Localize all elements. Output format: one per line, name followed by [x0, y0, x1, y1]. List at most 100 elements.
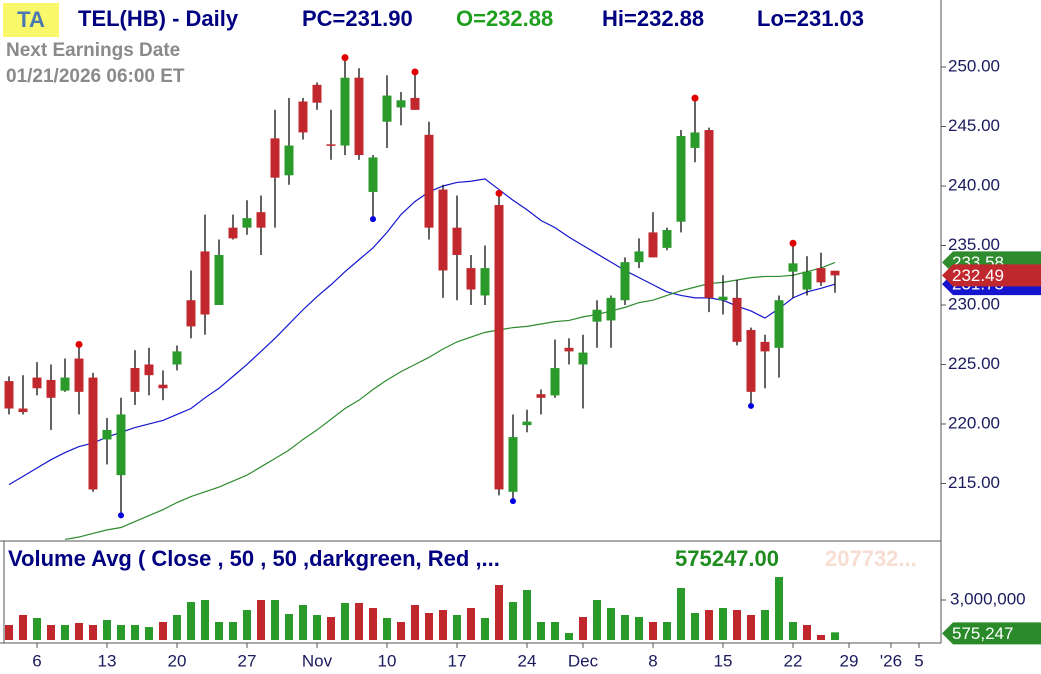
candle-body: [32, 377, 42, 389]
candle-body: [620, 262, 630, 301]
badge-text: TA: [17, 7, 45, 32]
volume-bar: [691, 613, 699, 640]
x-tick-label: 29: [840, 651, 859, 670]
candle-body: [284, 145, 294, 176]
volume-bar: [733, 610, 741, 640]
x-tick-label: 15: [714, 651, 733, 670]
x-tick-label: 6: [32, 651, 41, 670]
axes: 215.00 220.00 225.00 230.00 235.00 240.00 245.…: [0, 0, 1026, 670]
candle-body: [550, 368, 560, 396]
badge: [3, 3, 59, 37]
volume-bar: [495, 585, 503, 640]
volume-bar: [299, 605, 307, 640]
swing-low-dot: [510, 498, 516, 505]
candle-body: [298, 101, 308, 133]
candle-body: [368, 157, 378, 192]
annotation: Next Earnings Date: [6, 40, 180, 61]
y-tick-label: 240.00: [948, 175, 1000, 194]
volume-bar: [593, 600, 601, 640]
x-tick-label: 22: [784, 651, 803, 670]
candle-body: [326, 144, 336, 146]
volume-bar: [579, 617, 587, 640]
y-tick-label: 230.00: [948, 294, 1000, 313]
volume-bar: [173, 615, 181, 640]
volume-bar: [481, 618, 489, 640]
volume-readout: 207732...: [825, 546, 917, 571]
volume-bar: [789, 622, 797, 640]
volume-bar: [215, 622, 223, 640]
y-tick-label: 225.00: [948, 354, 1000, 373]
candle-body: [102, 429, 112, 440]
volume-bar: [761, 610, 769, 640]
x-tick-label: 13: [98, 651, 117, 670]
x-tick-label: 20: [168, 651, 187, 670]
volume-bar: [747, 615, 755, 640]
candle-body: [466, 268, 476, 290]
y-tick-label: 250.00: [948, 56, 1000, 75]
volume-bar: [145, 627, 153, 640]
swing-high-dot: [75, 340, 83, 348]
candle-body: [676, 136, 686, 222]
candle-body: [564, 347, 574, 352]
y-tick-label: 220.00: [948, 413, 1000, 432]
candle-body: [802, 271, 812, 290]
swing-low-dot: [748, 402, 754, 409]
candle-body: [690, 132, 700, 148]
x-tick-label: 27: [238, 651, 257, 670]
volume-bar: [775, 577, 783, 640]
volume-bar: [369, 608, 377, 640]
x-tick-label: 5: [914, 651, 923, 670]
x-tick-label: 8: [648, 651, 657, 670]
x-tick-label: 24: [518, 651, 537, 670]
volume-bar: [677, 588, 685, 640]
volume-bar: [565, 633, 573, 640]
candle-body: [746, 329, 756, 392]
candle-body: [578, 352, 588, 365]
candle-body: [704, 130, 714, 298]
volume-bar: [425, 613, 433, 640]
volume-pane: [5, 577, 839, 640]
volume-bar: [47, 625, 55, 640]
candle-body: [760, 341, 770, 352]
candle-body: [200, 251, 210, 315]
quote-item: O=232.88: [456, 6, 553, 31]
candle-body: [172, 351, 182, 365]
x-tick-label: 10: [378, 651, 397, 670]
candle-body: [788, 263, 798, 272]
volume-bar: [355, 603, 363, 640]
volume-bar: [117, 625, 125, 640]
candle-body: [144, 364, 154, 376]
candle-body: [508, 437, 518, 492]
volume-bar: [509, 602, 517, 640]
x-tick-label: Nov: [302, 651, 333, 670]
volume-bar: [523, 590, 531, 640]
candle-body: [396, 100, 406, 108]
candle-body: [214, 255, 224, 305]
candle-body: [228, 227, 238, 239]
swing-low-dot: [370, 216, 376, 223]
volume-bar: [187, 602, 195, 640]
candle-body: [18, 408, 28, 413]
volume-bar: [719, 608, 727, 640]
candle-body: [634, 251, 644, 263]
volume-bar: [537, 622, 545, 640]
volume-bar: [313, 615, 321, 640]
candle-body: [830, 270, 840, 276]
candle-body: [424, 134, 434, 228]
candle-body: [256, 212, 266, 228]
candle-body: [718, 296, 728, 301]
price-tag-label: 575,247: [952, 624, 1013, 643]
volume-bar: [131, 625, 139, 640]
candle-body: [732, 297, 742, 342]
swing-high-dot: [495, 189, 503, 197]
volume-bar: [831, 632, 839, 640]
candle-body: [340, 77, 350, 146]
candle-body: [522, 421, 532, 426]
volume-bar: [257, 600, 265, 640]
candle-body: [116, 414, 126, 476]
y-tick-label: 3,000,000: [950, 589, 1026, 608]
volume-title: Volume Avg ( Close , 50 , 50 ,darkgreen,…: [8, 546, 500, 571]
quote-item: Hi=232.88: [602, 6, 704, 31]
volume-readout: 575247.00: [675, 546, 779, 571]
